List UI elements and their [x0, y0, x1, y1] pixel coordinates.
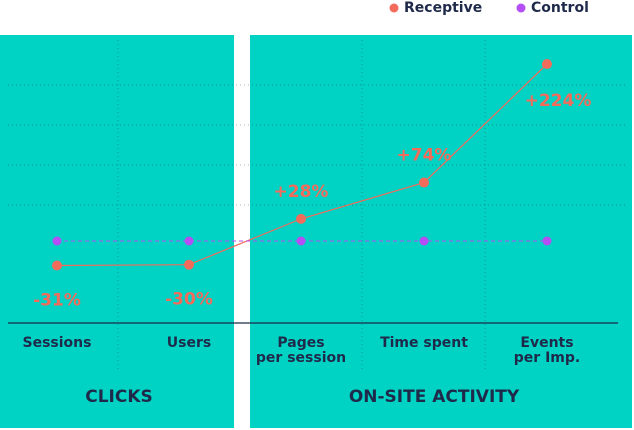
- x-tick-label: Users: [167, 335, 211, 351]
- legend-marker: [516, 3, 526, 13]
- value-label: +28%: [274, 182, 329, 202]
- legend-label: Control: [531, 0, 589, 16]
- value-label: -30%: [165, 290, 213, 310]
- data-point: [52, 236, 62, 246]
- data-point: [419, 177, 429, 188]
- data-point: [296, 236, 306, 246]
- value-label: +224%: [525, 91, 592, 111]
- panel-onsite: [250, 35, 632, 428]
- grid: [8, 40, 626, 370]
- x-tick-label: per session: [256, 350, 346, 366]
- data-point: [419, 236, 429, 246]
- x-tick-label: Pages: [277, 335, 324, 351]
- data-point: [184, 236, 194, 246]
- group-label: CLICKS: [85, 387, 153, 407]
- x-tick-label: Sessions: [23, 335, 92, 351]
- data-point: [296, 213, 306, 224]
- data-point: [542, 236, 552, 246]
- data-point: [184, 259, 194, 270]
- value-label: +74%: [397, 146, 452, 166]
- data-point: [52, 260, 62, 271]
- legend-marker: [389, 3, 399, 13]
- panel-clicks: [0, 35, 234, 428]
- x-tick-label: per Imp.: [514, 350, 580, 366]
- value-label: -31%: [33, 290, 81, 310]
- x-tick-label: Time spent: [380, 335, 468, 351]
- group-label: ON-SITE ACTIVITY: [349, 387, 520, 407]
- data-point: [542, 59, 552, 70]
- legend-label: Receptive: [404, 0, 482, 16]
- x-tick-label: Events: [520, 335, 573, 351]
